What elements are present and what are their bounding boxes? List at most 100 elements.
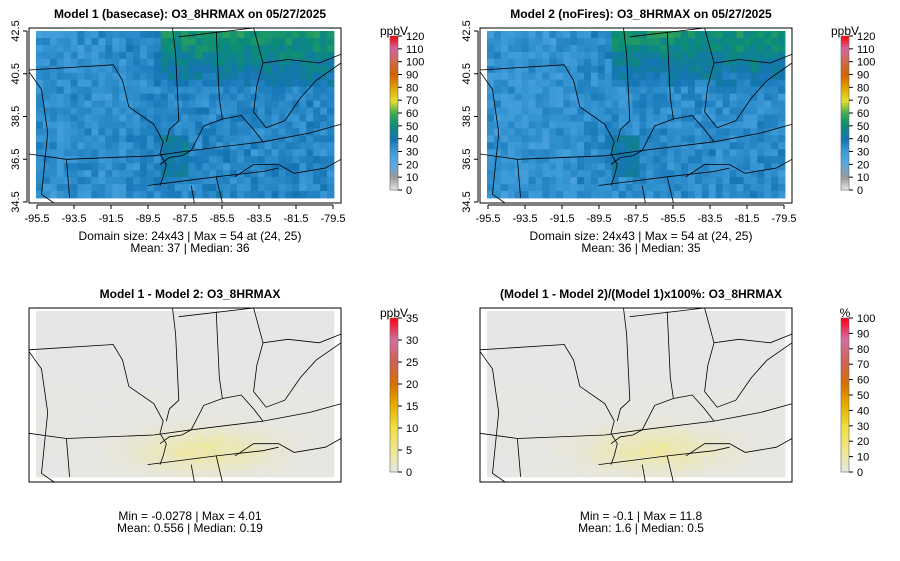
heatmap-cell — [223, 191, 231, 199]
heatmap-cell — [514, 86, 523, 95]
heatmap-cell — [556, 142, 564, 150]
heatmap-cell — [701, 86, 710, 95]
heatmap-cell — [278, 191, 286, 199]
heatmap-cell — [549, 317, 557, 326]
heatmap-cell — [292, 366, 300, 374]
heatmap-cell — [264, 177, 273, 185]
heatmap-cell — [715, 72, 724, 81]
heatmap-cell — [646, 394, 654, 402]
heatmap-cell — [514, 93, 523, 101]
heatmap-cell — [528, 51, 536, 60]
colorbar-segment — [841, 454, 849, 457]
heatmap-cell — [667, 135, 675, 143]
colorbar-segment — [390, 97, 398, 101]
heatmap-cell — [98, 387, 106, 395]
heatmap-cell — [98, 352, 106, 360]
heatmap-cell — [743, 400, 751, 409]
heatmap-cell — [584, 107, 592, 115]
heatmap-cell — [604, 366, 613, 374]
heatmap-cell — [223, 359, 231, 367]
heatmap-cell — [715, 191, 724, 199]
colorbar-segment — [841, 338, 849, 342]
heatmap-cell — [63, 394, 72, 402]
heatmap-cell — [570, 317, 578, 326]
heatmap-cell — [77, 373, 85, 381]
heatmap-cell — [570, 170, 578, 178]
heatmap-cell — [70, 177, 78, 185]
heatmap-cell — [625, 177, 633, 185]
heatmap-cell — [736, 421, 744, 429]
heatmap-cell — [77, 107, 85, 115]
heatmap-cell — [653, 421, 661, 429]
heatmap-cell — [188, 44, 196, 53]
heatmap-cell — [236, 324, 245, 333]
heatmap-cell — [119, 142, 127, 150]
heatmap-cell — [570, 470, 578, 478]
heatmap-cell — [188, 149, 196, 157]
heatmap-cell — [507, 414, 516, 423]
heatmap-cell — [42, 184, 51, 192]
heatmap-cell — [42, 163, 51, 171]
x-tick-label: -91.5 — [549, 213, 574, 225]
heatmap-cell — [236, 407, 245, 416]
heatmap-cell — [646, 37, 654, 46]
heatmap-cell — [202, 142, 210, 150]
heatmap-cell — [285, 72, 293, 81]
heatmap-cell — [320, 352, 328, 360]
heatmap-cell — [216, 79, 224, 88]
heatmap-cell — [250, 345, 259, 353]
heatmap-cell — [98, 380, 106, 388]
colorbar-segment — [841, 469, 849, 473]
heatmap-cell — [306, 37, 314, 46]
heatmap-cell — [188, 324, 196, 333]
heatmap-cell — [160, 135, 169, 143]
heatmap-cell — [49, 191, 58, 199]
heatmap-cell — [84, 414, 92, 423]
heatmap-cell — [285, 51, 293, 60]
heatmap-cell — [313, 463, 321, 471]
heatmap-cell — [181, 338, 189, 346]
heatmap-cell — [139, 394, 148, 402]
state-border — [28, 71, 55, 204]
heatmap-cell — [139, 128, 148, 136]
heatmap-cell — [42, 79, 51, 88]
heatmap-cell — [42, 449, 51, 457]
heatmap-cell — [292, 331, 300, 340]
heatmap-cell — [119, 317, 127, 326]
heatmap-cell — [160, 407, 169, 416]
heatmap-cell — [56, 184, 65, 192]
heatmap-cell — [507, 31, 516, 39]
heatmap-cell — [146, 324, 155, 333]
heatmap-cell — [750, 421, 758, 429]
colorbar-tick-label: 100 — [406, 57, 424, 69]
heatmap-cell — [694, 463, 703, 471]
colorbar-segment — [390, 433, 398, 437]
heatmap-cell — [126, 456, 134, 464]
state-border — [704, 307, 793, 344]
state-border — [190, 185, 195, 204]
heatmap-cell — [646, 380, 654, 388]
colorbar-segment — [841, 328, 849, 332]
heatmap-cell — [528, 65, 536, 74]
heatmap-cell — [195, 86, 203, 95]
colorbar-segment — [390, 446, 398, 450]
heatmap-cell — [611, 324, 620, 333]
heatmap-cell — [70, 470, 78, 478]
heatmap-cell — [105, 317, 113, 326]
heatmap-cell — [507, 58, 516, 67]
heatmap-cell — [493, 58, 502, 67]
heatmap-cell — [653, 44, 661, 53]
heatmap-cell — [84, 324, 92, 333]
panel-4: (Model 1 - Model 2)/(Model 1)x100%: O3_8… — [479, 287, 875, 535]
heatmap-cell — [646, 58, 654, 67]
heatmap-cell — [243, 128, 252, 136]
colorbar-segment — [841, 430, 849, 434]
heatmap-cell — [285, 345, 293, 353]
heatmap-cell — [487, 456, 495, 464]
heatmap-cell — [56, 135, 65, 143]
heatmap-cell — [139, 324, 148, 333]
heatmap-cell — [36, 128, 44, 136]
heatmap-cell — [42, 86, 51, 95]
heatmap-cell — [570, 407, 578, 416]
colorbar-tick-label: 30 — [857, 147, 869, 159]
